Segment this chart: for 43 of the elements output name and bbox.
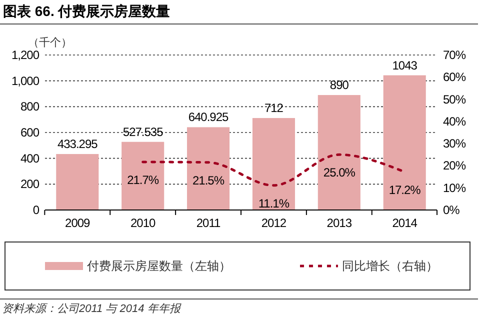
bar [187, 127, 230, 210]
data-label: 640.925 [188, 110, 230, 124]
text: 资料来源：公司2011 与 2014 年年报 [2, 302, 182, 315]
x-tick-label: 2012 [261, 216, 287, 230]
data-label: 712 [264, 101, 284, 116]
y2-tick-label: 40% [443, 114, 466, 128]
legend-label: 付费展示房屋数量（左轴） [86, 259, 231, 273]
bar [122, 142, 164, 210]
data-label: 890 [330, 78, 350, 92]
y-tick-label: 0 [32, 203, 40, 217]
data-label: 11.1% [258, 196, 290, 210]
bar [318, 95, 360, 210]
y2-tick-label: 30% [443, 136, 466, 151]
y-tick-label: 1,000 [11, 74, 40, 88]
y-tick-label: 200 [20, 177, 40, 192]
y-tick-label: 400 [20, 151, 40, 166]
y-tick-label: 600 [20, 126, 40, 140]
bar [252, 118, 295, 210]
data-label: 17.2% [388, 182, 422, 197]
x-tick-label: 2009 [65, 216, 91, 230]
x-tick-label: 2013 [326, 216, 352, 230]
y2-tick-label: 20% [443, 158, 466, 173]
y2-tick-label: 70% [443, 48, 466, 62]
x-tick-label: 2011 [196, 216, 222, 230]
bar [56, 154, 99, 210]
x-tick-label: 2014 [392, 216, 418, 230]
data-label: 527.535 [122, 124, 164, 139]
data-label: 433.295 [57, 137, 98, 152]
data-label: 1043 [392, 58, 418, 72]
x-tick-label: 2010 [130, 216, 156, 230]
legend-label: 同比增长（右轴） [342, 259, 438, 273]
y-tick-label: 1,200 [11, 48, 40, 62]
y2-tick-label: 0% [443, 203, 460, 217]
data-label: 21.7% [127, 172, 160, 187]
data-label: 21.5% [192, 173, 225, 188]
y-axis-title: （千个） [28, 36, 72, 49]
y2-tick-label: 50% [443, 92, 466, 106]
y2-tick-label: 60% [443, 70, 466, 84]
y2-tick-label: 10% [443, 180, 466, 195]
bar [383, 75, 426, 210]
y-tick-label: 800 [20, 100, 40, 114]
chart-title: 图表 66. 付费展示房屋数量 [3, 3, 170, 19]
data-label: 25.0% [323, 166, 356, 180]
